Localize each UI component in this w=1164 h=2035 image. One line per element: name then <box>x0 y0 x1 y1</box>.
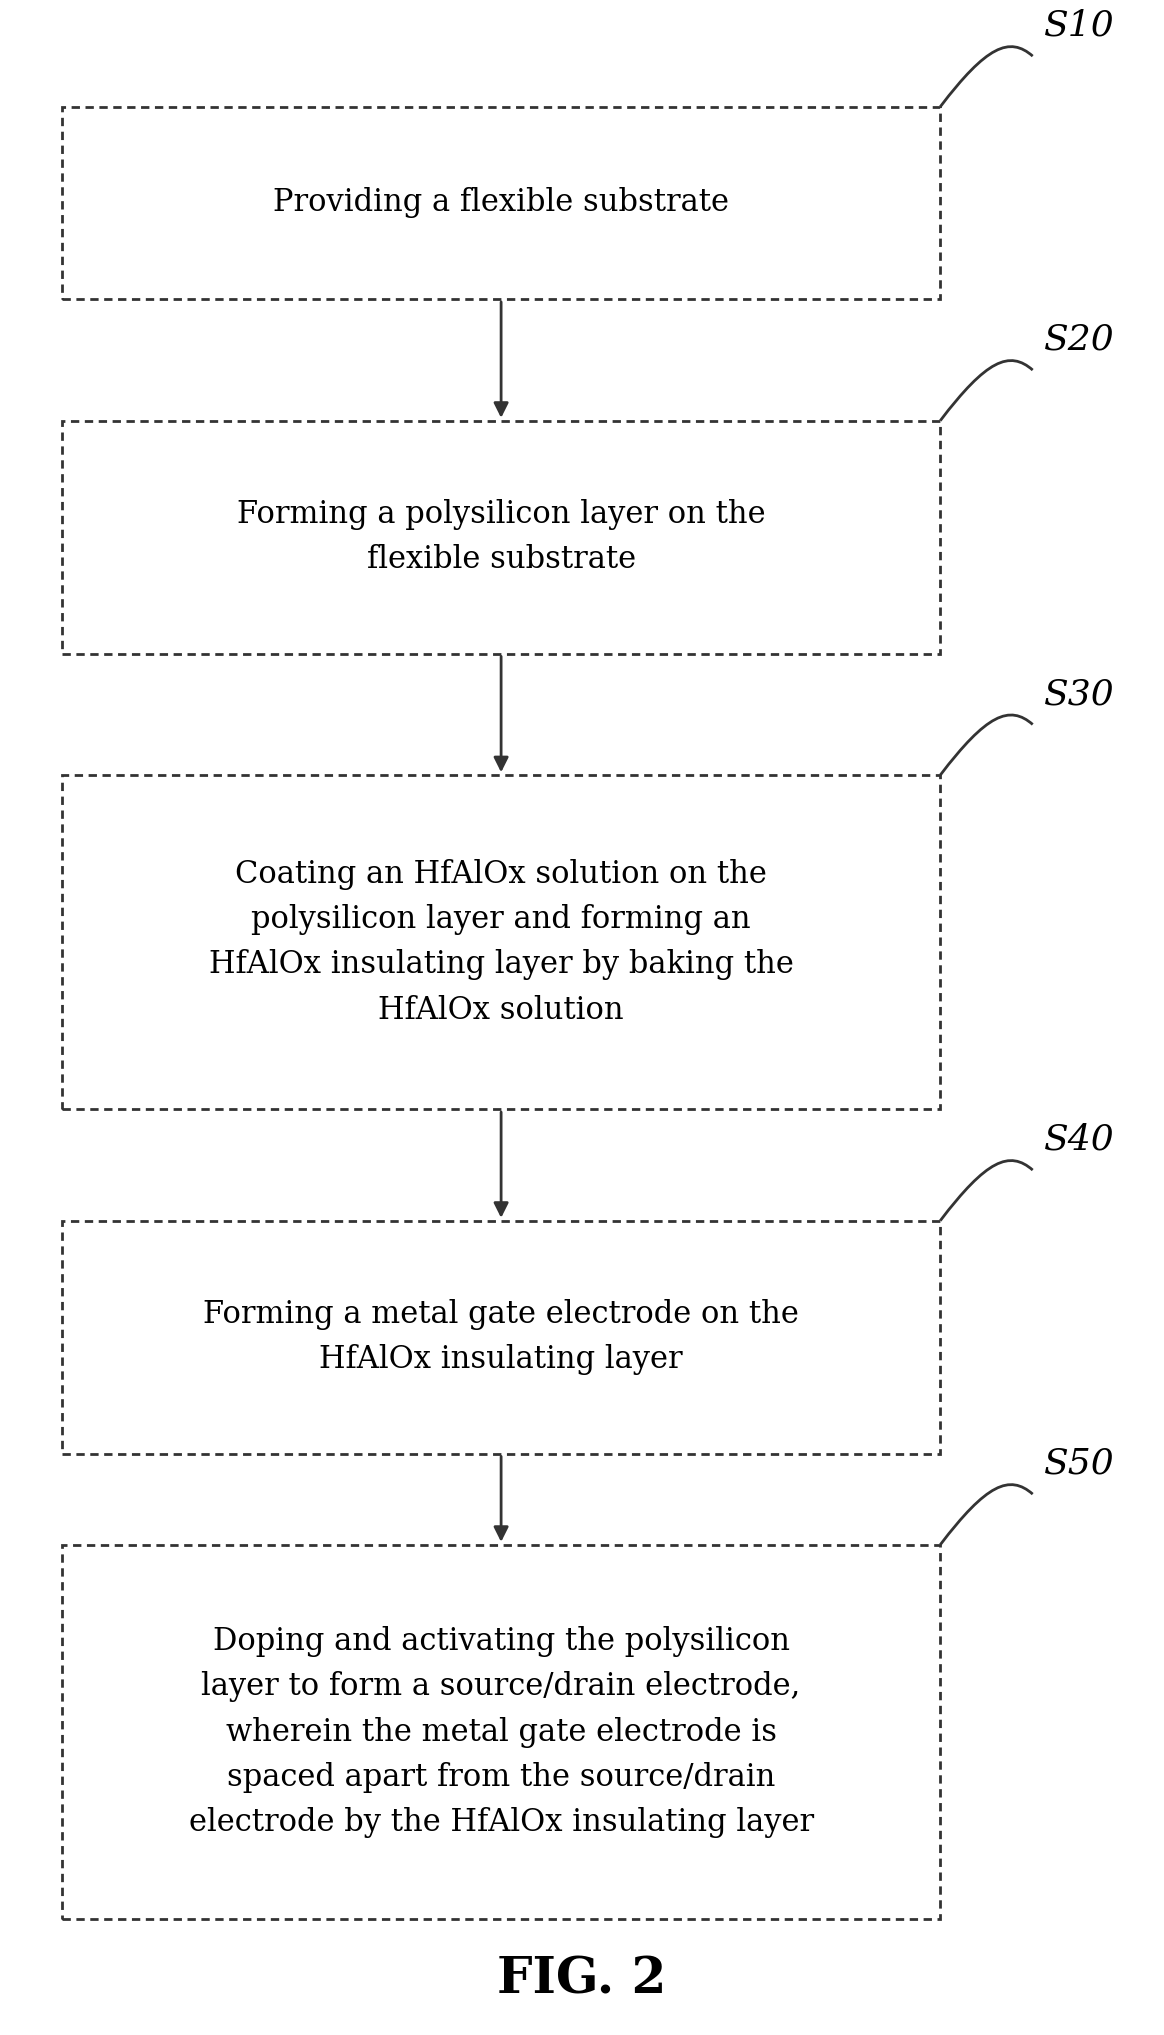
Text: S30: S30 <box>1044 678 1115 710</box>
Text: S50: S50 <box>1044 1447 1115 1481</box>
Text: Forming a metal gate electrode on the
HfAlOx insulating layer: Forming a metal gate electrode on the Hf… <box>204 1298 799 1376</box>
Text: Providing a flexible substrate: Providing a flexible substrate <box>274 187 729 218</box>
Text: Doping and activating the polysilicon
layer to form a source/drain electrode,
wh: Doping and activating the polysilicon la… <box>189 1626 814 1838</box>
Text: S20: S20 <box>1044 324 1115 356</box>
Bar <box>62 1545 941 1919</box>
Bar <box>62 106 941 299</box>
Text: FIG. 2: FIG. 2 <box>497 1956 667 2004</box>
Text: Coating an HfAlOx solution on the
polysilicon layer and forming an
HfAlOx insula: Coating an HfAlOx solution on the polysi… <box>208 859 794 1026</box>
Bar <box>62 775 941 1109</box>
Bar <box>62 1221 941 1453</box>
Bar <box>62 421 941 653</box>
Text: S10: S10 <box>1044 8 1115 43</box>
Text: S40: S40 <box>1044 1123 1115 1156</box>
Text: Forming a polysilicon layer on the
flexible substrate: Forming a polysilicon layer on the flexi… <box>236 499 766 576</box>
